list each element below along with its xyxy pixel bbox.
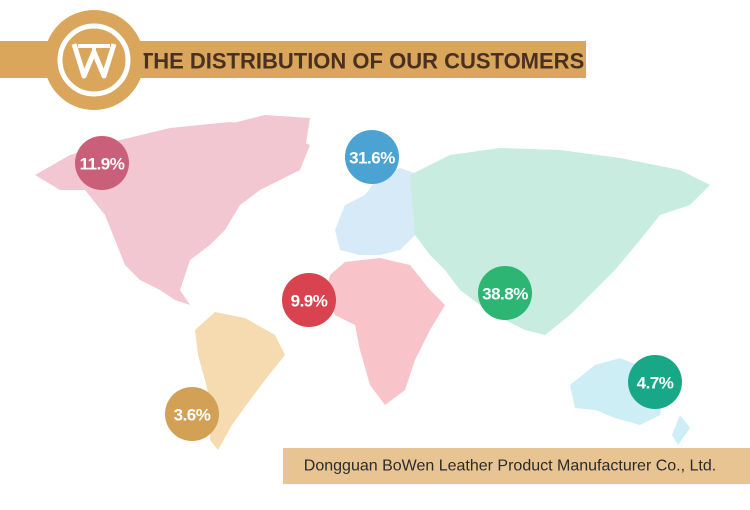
africa xyxy=(325,258,445,405)
greenland xyxy=(225,115,310,175)
europe xyxy=(335,168,420,255)
footer-band xyxy=(283,448,750,484)
region-badge xyxy=(345,130,399,184)
logo xyxy=(44,10,144,110)
region-share: 4.7% xyxy=(637,374,674,393)
title: THE DISTRIBUTION OF OUR CUSTOMERS xyxy=(140,49,585,74)
region-badge xyxy=(75,136,129,190)
region-badge xyxy=(628,355,682,409)
asia xyxy=(410,148,710,335)
region-share: 11.9% xyxy=(80,155,125,174)
region-share: 3.6% xyxy=(174,406,211,425)
company-name: Dongguan BoWen Leather Product Manufactu… xyxy=(304,458,716,475)
region-badge xyxy=(478,266,532,320)
new-zealand xyxy=(672,415,690,445)
region-badge xyxy=(282,273,336,327)
region-share: 38.8% xyxy=(482,285,528,304)
region-badge xyxy=(165,387,219,441)
region-share: 31.6% xyxy=(349,149,395,168)
region-share: 9.9% xyxy=(291,292,328,311)
